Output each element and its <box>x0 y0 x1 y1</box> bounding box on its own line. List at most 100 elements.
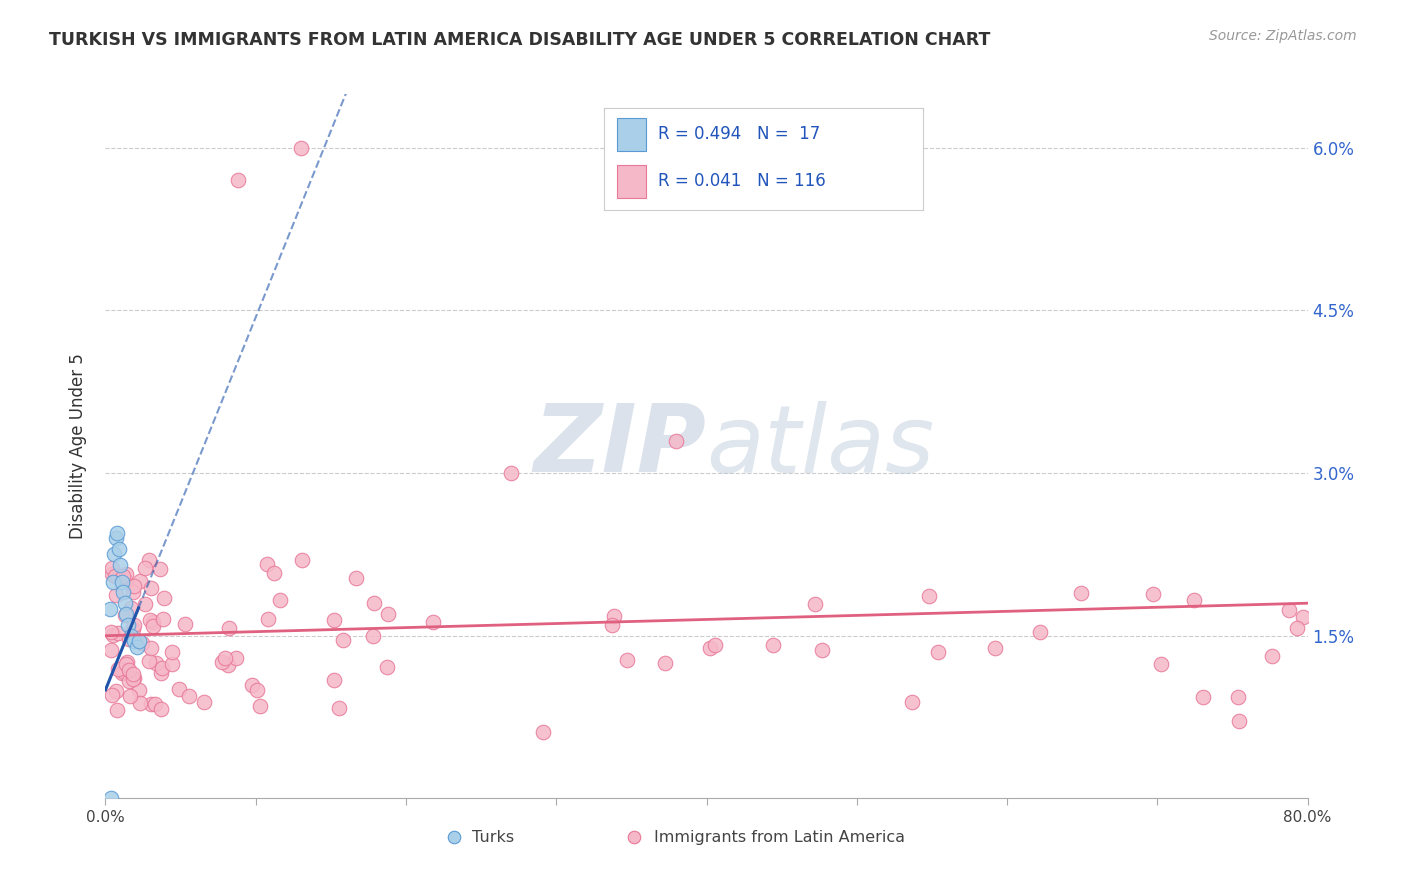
Point <box>211 655 233 669</box>
Point <box>124 671 146 685</box>
Point <box>1142 587 1164 601</box>
Point <box>103 548 125 562</box>
Point <box>120 629 142 643</box>
Point <box>804 598 827 612</box>
Point <box>152 612 174 626</box>
Text: Immigrants from Latin America: Immigrants from Latin America <box>654 830 904 845</box>
Point <box>121 672 143 686</box>
Point <box>115 655 138 669</box>
Point <box>193 695 215 709</box>
Point <box>290 141 312 155</box>
Point <box>103 628 125 642</box>
Point <box>226 173 249 187</box>
Point <box>703 638 725 652</box>
Point <box>901 695 924 709</box>
Point <box>118 663 141 677</box>
Point <box>600 618 623 632</box>
Point <box>114 607 136 622</box>
Point <box>128 696 150 710</box>
Point <box>240 678 263 692</box>
Point <box>1227 714 1250 728</box>
Point <box>114 596 136 610</box>
Point <box>173 616 195 631</box>
Point <box>121 623 143 637</box>
Point <box>128 634 150 648</box>
Point <box>100 791 122 805</box>
Point <box>110 558 132 573</box>
Point <box>100 688 122 702</box>
Point <box>1285 621 1308 635</box>
Point <box>162 657 184 672</box>
Point <box>111 574 134 589</box>
Point <box>1192 690 1215 704</box>
Point <box>128 682 150 697</box>
Point <box>1292 610 1315 624</box>
Point <box>149 665 172 680</box>
Point <box>131 636 153 650</box>
Point <box>616 653 638 667</box>
Point <box>112 665 135 680</box>
Point <box>112 569 135 583</box>
Point <box>115 607 138 621</box>
Point <box>665 434 688 448</box>
Point <box>363 595 385 609</box>
Point <box>1260 648 1282 663</box>
Point <box>100 624 122 639</box>
Point <box>120 600 142 615</box>
Text: Turks: Turks <box>472 830 515 845</box>
Point <box>269 593 291 607</box>
Point <box>108 541 131 556</box>
Point <box>125 640 148 654</box>
Point <box>122 585 145 599</box>
Point <box>1028 625 1050 640</box>
Point <box>145 697 167 711</box>
Point <box>501 466 523 480</box>
Point <box>105 684 128 698</box>
Point <box>117 673 139 688</box>
Point <box>603 608 626 623</box>
Point <box>100 643 122 657</box>
Point <box>263 566 285 581</box>
Point <box>257 612 280 626</box>
Point <box>1278 602 1301 616</box>
Point <box>984 640 1007 655</box>
Point <box>377 607 399 621</box>
Point <box>118 632 141 646</box>
Point <box>111 665 134 680</box>
Point <box>134 597 156 611</box>
Point <box>149 702 172 716</box>
Point <box>217 658 239 673</box>
Point <box>101 574 124 589</box>
Point <box>134 561 156 575</box>
Point <box>141 697 163 711</box>
Point <box>375 659 398 673</box>
Point <box>139 614 162 628</box>
Point <box>531 725 554 739</box>
Point <box>150 661 173 675</box>
Point <box>245 683 267 698</box>
Point <box>122 617 145 632</box>
Point <box>122 579 145 593</box>
Point <box>112 585 135 599</box>
Point <box>225 650 247 665</box>
Point <box>218 621 240 635</box>
Point <box>323 673 346 687</box>
Point <box>328 701 350 715</box>
Point <box>117 618 139 632</box>
Point <box>101 560 124 574</box>
Point <box>323 613 346 627</box>
Point <box>138 654 160 668</box>
Point <box>762 638 785 652</box>
Point <box>344 571 367 585</box>
Point <box>153 591 176 606</box>
Point <box>332 633 354 648</box>
Point <box>142 615 165 630</box>
Point <box>105 703 128 717</box>
Point <box>104 569 127 583</box>
Point <box>114 663 136 677</box>
Point <box>114 573 136 587</box>
Text: Source: ZipAtlas.com: Source: ZipAtlas.com <box>1209 29 1357 43</box>
Point <box>214 650 236 665</box>
Point <box>115 566 138 581</box>
Point <box>142 619 165 633</box>
